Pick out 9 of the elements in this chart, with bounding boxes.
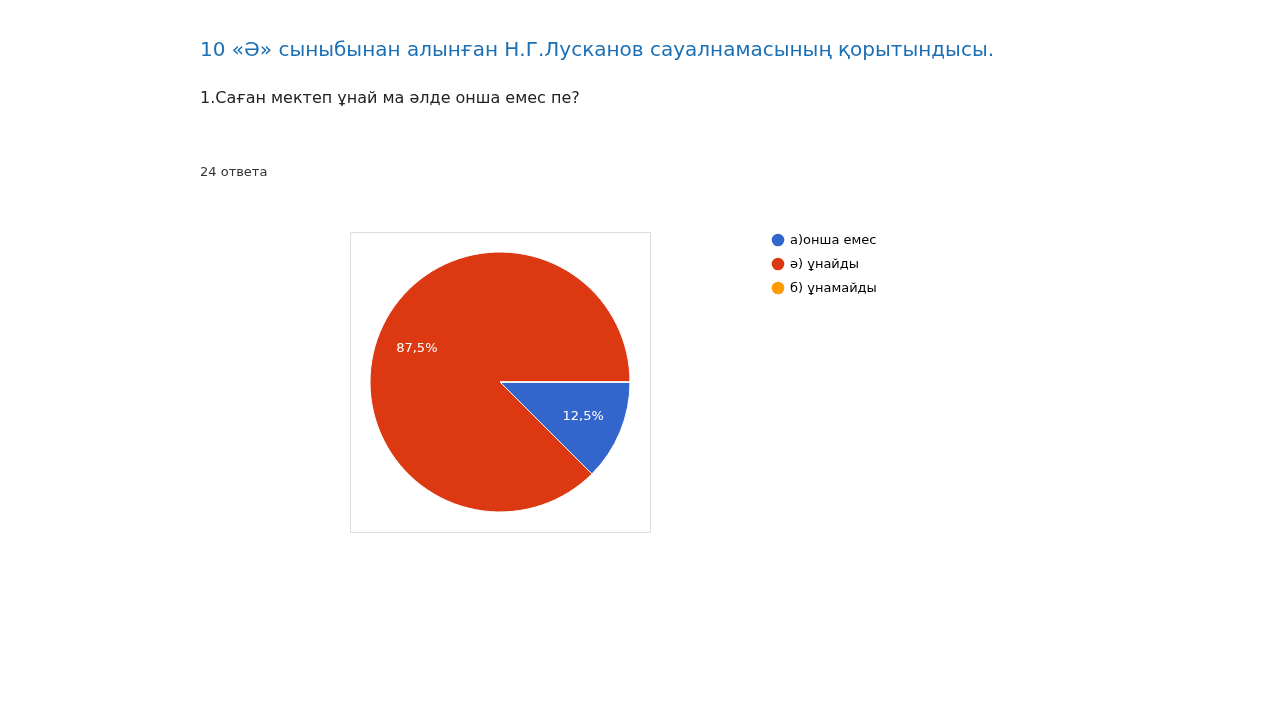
legend-label: а)онша емес	[790, 232, 877, 247]
pie-slice	[369, 251, 631, 513]
data-label: 12,5%	[562, 408, 604, 424]
chart-title: 10 «Ә» сыныбынан алынған Н.Г.Лусканов сауалнамасының қорытындысы.	[200, 37, 995, 61]
text: 24 ответа	[200, 164, 268, 179]
legend-label: ә) ұнайды	[790, 256, 860, 271]
data-label: 87,5%	[396, 339, 438, 355]
chart-subtitle: 1.Саған мектеп ұнай ма әлде онша емес пе?	[200, 88, 580, 107]
legend-label: б) ұнамайды	[790, 280, 877, 295]
